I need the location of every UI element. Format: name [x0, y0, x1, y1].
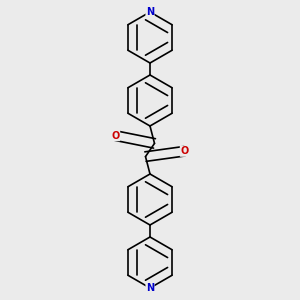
Text: N: N: [146, 283, 154, 293]
Text: N: N: [146, 7, 154, 17]
Text: O: O: [180, 146, 189, 156]
Text: O: O: [111, 130, 120, 141]
